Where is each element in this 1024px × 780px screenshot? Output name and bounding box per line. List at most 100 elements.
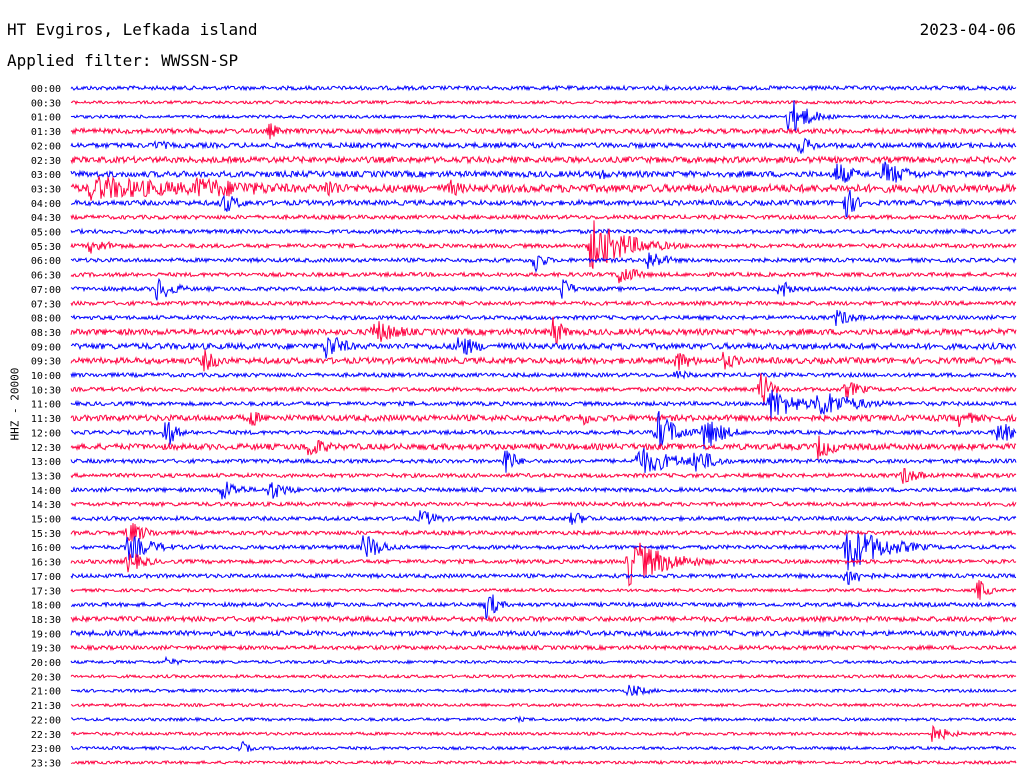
time-label: 20:30	[31, 672, 61, 683]
trace-line	[70, 277, 1017, 301]
time-label: 11:30	[31, 414, 61, 425]
trace-line	[70, 614, 1017, 624]
trace-line	[71, 189, 1017, 218]
time-label: 07:30	[31, 299, 61, 310]
time-label: 13:00	[31, 457, 61, 468]
trace-line	[70, 137, 1017, 154]
time-label: 18:00	[31, 601, 61, 612]
trace-line	[70, 123, 1017, 140]
station-title: HT Evgiros, Lefkada island	[7, 20, 258, 39]
trace-line	[70, 220, 1017, 269]
trace-line	[70, 740, 1017, 752]
trace-line	[70, 411, 1017, 450]
time-label: 19:00	[31, 629, 61, 640]
trace-line	[70, 84, 1017, 92]
trace-line	[70, 702, 1017, 708]
trace-line	[70, 100, 1017, 132]
time-label: 23:30	[31, 758, 61, 769]
time-label: 04:00	[31, 199, 61, 210]
trace-line	[70, 523, 1017, 542]
trace-line	[70, 684, 1017, 697]
trace-line	[70, 155, 1017, 165]
trace-line	[70, 580, 1017, 600]
trace-line	[70, 349, 1017, 372]
time-label: 02:00	[31, 141, 61, 152]
time-label: 16:00	[31, 543, 61, 554]
time-label: 12:00	[31, 428, 61, 439]
trace-line	[70, 643, 1017, 652]
trace-line	[70, 268, 1017, 284]
trace-line	[70, 542, 1017, 587]
trace-line	[70, 299, 1017, 307]
time-label: 18:30	[31, 615, 61, 626]
time-label: 17:00	[31, 572, 61, 583]
time-label: 03:00	[31, 170, 61, 181]
time-label: 04:30	[31, 213, 61, 224]
trace-line	[71, 715, 1016, 724]
trace-line	[70, 161, 1017, 183]
trace-line	[70, 481, 1017, 500]
time-label: 06:00	[31, 256, 61, 267]
trace-line	[70, 99, 1017, 106]
trace-line	[70, 594, 1017, 620]
time-label: 10:00	[31, 371, 61, 382]
trace-line	[70, 468, 1017, 484]
time-label: 00:00	[31, 84, 61, 95]
trace-line	[70, 309, 1017, 327]
time-label: 15:00	[31, 515, 61, 526]
trace-line	[70, 411, 1017, 428]
trace-line	[70, 673, 1017, 680]
trace-line	[70, 435, 1017, 460]
time-label: 05:00	[31, 228, 61, 239]
trace-line	[70, 759, 1017, 766]
time-label: 08:30	[31, 328, 61, 339]
time-label: 05:30	[31, 242, 61, 253]
trace-line	[70, 571, 1017, 586]
trace-line	[70, 316, 1017, 345]
time-label: 23:00	[31, 744, 61, 755]
trace-line	[70, 447, 1017, 473]
trace-line	[70, 500, 1017, 508]
time-label: 14:30	[31, 500, 61, 511]
time-label: 00:30	[31, 98, 61, 109]
time-label: 09:30	[31, 357, 61, 368]
time-label: 02:30	[31, 156, 61, 167]
trace-line	[70, 389, 1017, 419]
time-label: 10:30	[31, 385, 61, 396]
time-label: 14:00	[31, 486, 61, 497]
time-label: 22:30	[31, 730, 61, 741]
time-label: 12:30	[31, 443, 61, 454]
trace-line	[70, 628, 1017, 638]
time-label: 17:30	[31, 586, 61, 597]
trace-line	[70, 252, 1017, 274]
record-date: 2023-04-06	[919, 20, 1016, 39]
trace-line	[70, 227, 1017, 236]
time-label: 07:00	[31, 285, 61, 296]
time-label: 21:30	[31, 701, 61, 712]
time-label: 01:00	[31, 113, 61, 124]
time-label: 09:00	[31, 342, 61, 353]
trace-line	[70, 175, 1017, 201]
time-label: 06:30	[31, 271, 61, 282]
trace-line	[70, 655, 1017, 666]
time-label: 03:30	[31, 184, 61, 195]
time-label: 22:00	[31, 715, 61, 726]
time-label: 13:30	[31, 471, 61, 482]
trace-line	[70, 213, 1017, 221]
time-label: 15:30	[31, 529, 61, 540]
time-label: 11:00	[31, 400, 61, 411]
filter-label: Applied filter: WWSSN-SP	[7, 51, 239, 70]
time-label: 20:00	[31, 658, 61, 669]
trace-line	[70, 533, 1017, 571]
time-label: 08:00	[31, 314, 61, 325]
time-label: 01:30	[31, 127, 61, 138]
trace-line	[70, 336, 1017, 359]
trace-line	[70, 510, 1017, 525]
trace-line	[70, 373, 1017, 406]
time-label: 16:30	[31, 558, 61, 569]
trace-line	[70, 724, 1017, 742]
time-label: 19:30	[31, 644, 61, 655]
trace-line	[70, 370, 1017, 380]
time-label: 21:00	[31, 687, 61, 698]
